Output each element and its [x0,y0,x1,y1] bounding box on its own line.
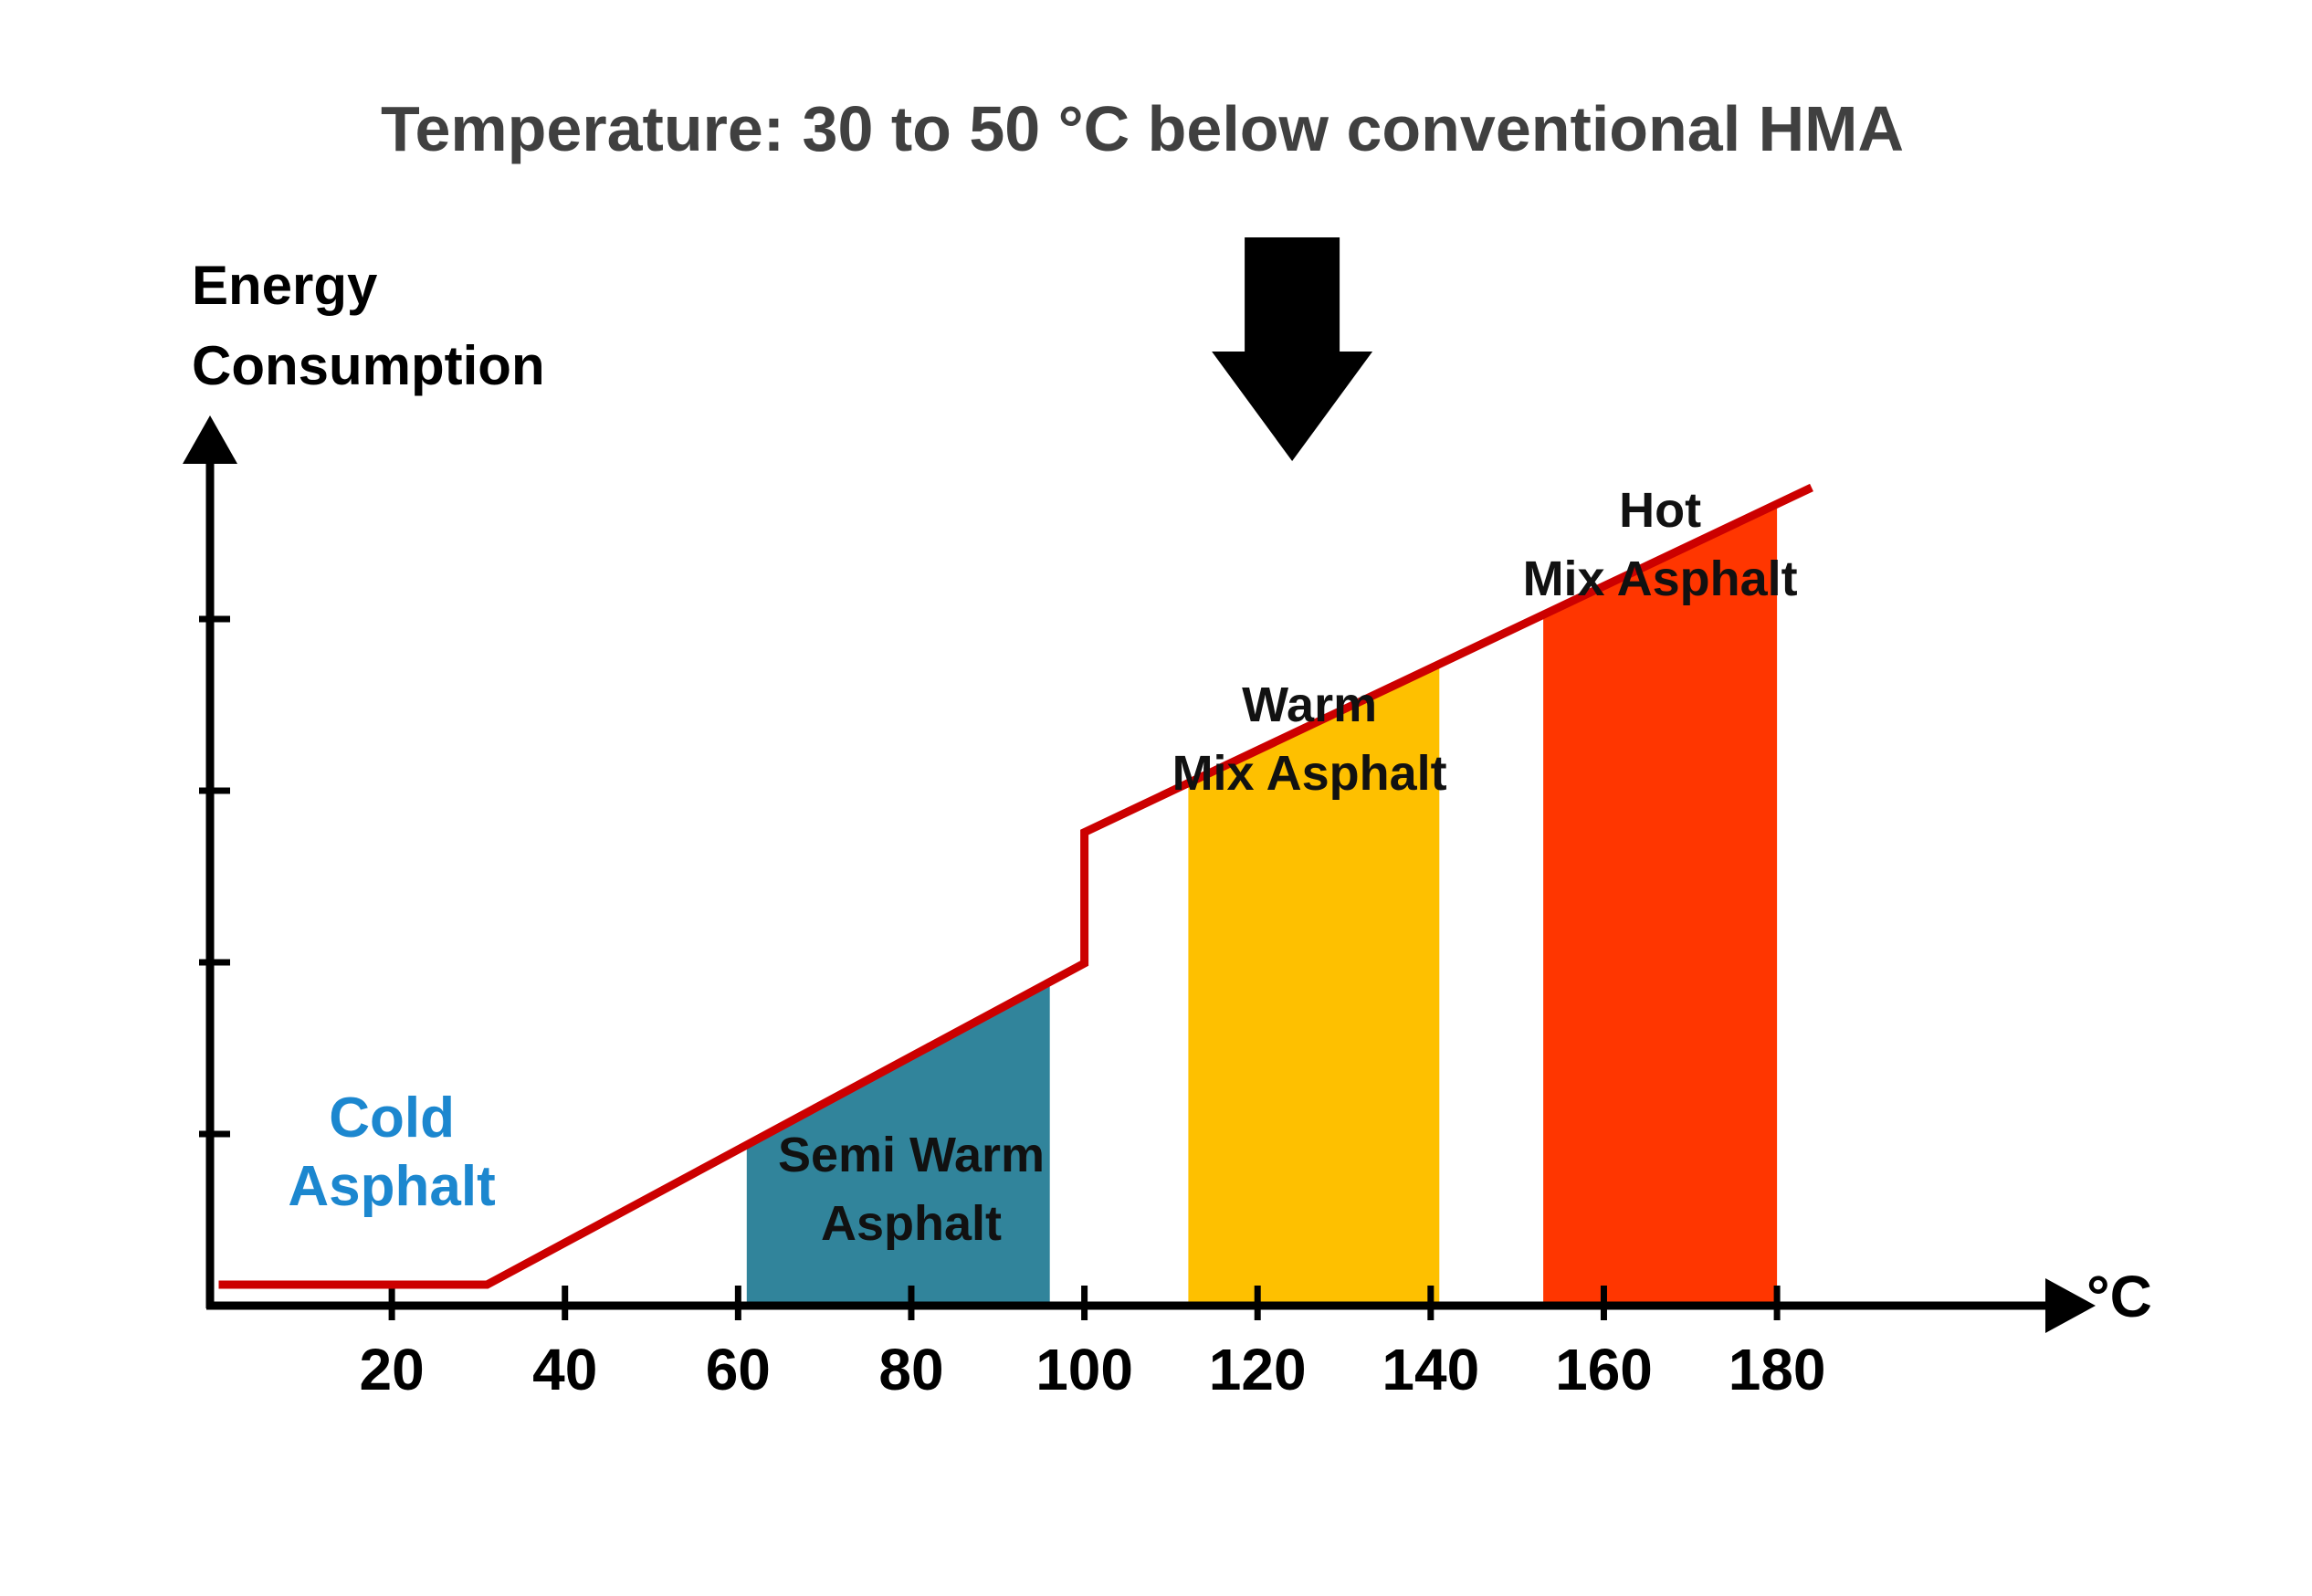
band-label-3-line-0: Hot [1619,483,1701,538]
x-tick-label-2: 60 [706,1337,771,1402]
x-tick-label-1: 40 [532,1337,597,1402]
band-label-2-line-1: Mix Asphalt [1172,746,1447,801]
temperature-bands [746,504,1778,1306]
x-tick-label-0: 20 [360,1337,425,1402]
x-tick-label-4: 100 [1035,1337,1133,1402]
energy-series [218,483,1813,1289]
y-axis-arrowhead [183,415,237,464]
y-axis-label-line-1: Energy [192,255,378,316]
band-label-2-line-0: Warm [1242,677,1377,732]
x-tick-label-8: 180 [1729,1337,1826,1402]
chart-title: Temperature: 30 to 50 °C below conventio… [381,93,1904,164]
band-label-1-line-0: Semi Warm [778,1128,1045,1182]
band-label-1-line-1: Asphalt [821,1196,1002,1251]
y-axis-label-line-2: Consumption [192,335,545,396]
x-tick-label-3: 80 [878,1337,943,1402]
band-label-0-line-0: Cold [329,1087,455,1150]
axes [183,415,2096,1333]
band-area-1 [746,982,1050,1306]
x-tick-label-7: 160 [1555,1337,1653,1402]
x-tick-label-5: 120 [1209,1337,1307,1402]
energy-consumption-line [218,483,1813,1289]
x-axis-unit: °C [2086,1264,2152,1329]
x-tick-labels: 20 40 60 80 100 120 140 160 180 [360,1337,1826,1402]
band-area-3 [1543,504,1778,1306]
band-label-0-line-1: Asphalt [288,1155,495,1218]
band-label-3-line-1: Mix Asphalt [1523,551,1798,606]
band-area-2 [1188,664,1440,1306]
x-axis-arrowhead [2045,1278,2096,1333]
down-arrow-shape [1212,237,1373,461]
x-tick-label-6: 140 [1382,1337,1479,1402]
down-arrow-icon [1212,237,1373,461]
